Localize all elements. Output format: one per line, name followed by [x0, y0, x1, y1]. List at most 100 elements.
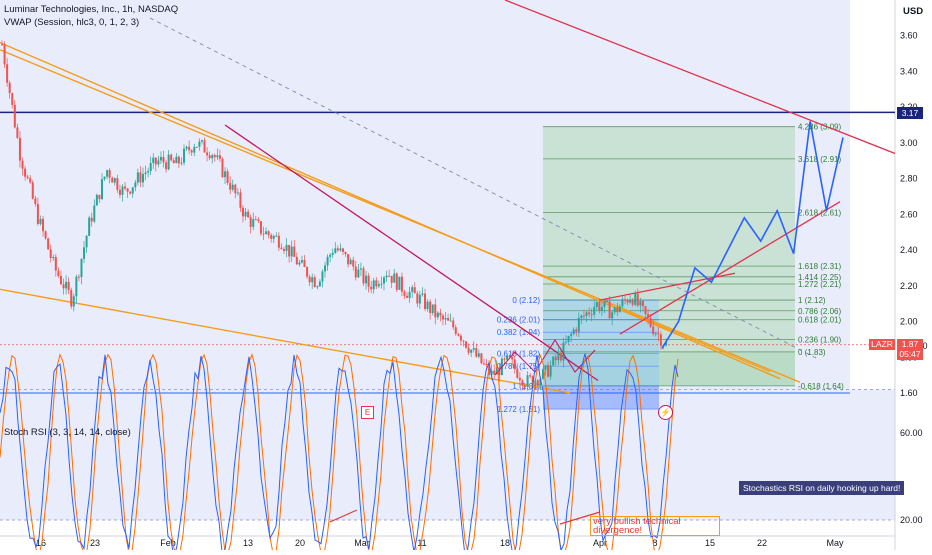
fib-level-label: 0.236 (1.90): [798, 335, 841, 344]
time-tick-label: 23: [90, 538, 100, 548]
earnings-marker[interactable]: E: [361, 406, 374, 419]
lightning-marker[interactable]: ⚡: [658, 405, 673, 420]
candle-body: [495, 367, 498, 375]
candle-body: [508, 355, 511, 358]
candle-body: [344, 251, 347, 255]
candle-body: [275, 235, 278, 237]
candle-body: [44, 231, 47, 239]
candle-body: [408, 291, 411, 298]
candle-body: [559, 352, 562, 361]
projection-path: [661, 121, 844, 349]
candle-body: [183, 148, 186, 163]
candle-body: [641, 301, 644, 307]
candle-body: [213, 155, 216, 158]
candle-body: [531, 376, 534, 386]
candle-body: [16, 127, 19, 138]
orange-trendline-upper-2: [0, 49, 801, 383]
fib-level-label: 1.414 (2.25): [798, 273, 841, 282]
candle-body: [521, 380, 524, 386]
candle-body: [452, 320, 455, 328]
candle-body: [562, 342, 565, 361]
candle-body: [306, 266, 309, 277]
fib-level-label: 2.618 (2.61): [798, 208, 841, 217]
vwap-indicator-label[interactable]: VWAP (Session, hlc3, 0, 1, 2, 3): [4, 17, 140, 28]
candle-body: [75, 276, 78, 297]
candle-body: [623, 299, 626, 301]
candle-body: [334, 248, 337, 253]
pattern-zigzag: [494, 339, 596, 376]
candle-body: [426, 301, 429, 309]
candle-body: [431, 304, 434, 314]
fib-level-label: 1 (2.12): [798, 296, 826, 305]
candle-body: [267, 231, 270, 236]
candle-body: [65, 281, 68, 289]
fib-level-label: 1.272 (2.21): [798, 280, 841, 289]
red-resistance-trendline: [504, 0, 896, 155]
candle-body: [285, 244, 288, 251]
price-tick-label: 3.40: [900, 66, 918, 76]
candle-body: [72, 296, 75, 307]
candle-body: [400, 276, 403, 292]
time-tick-label: 18: [500, 538, 510, 548]
price-tick-label: 2.40: [900, 245, 918, 255]
candle-body: [636, 293, 639, 306]
candle-body: [565, 341, 568, 343]
candle-body: [616, 307, 619, 313]
stoch-rsi-label[interactable]: Stoch RSI (3, 3, 14, 14, close): [4, 427, 131, 438]
candle-body: [229, 182, 232, 190]
candle-body: [511, 357, 514, 360]
candle-body: [98, 194, 101, 200]
candle-body: [416, 293, 419, 304]
candle-body: [277, 235, 280, 248]
candle-body: [239, 192, 242, 208]
candle-body: [249, 217, 252, 227]
candle-body: [598, 302, 601, 311]
candle-body: [83, 247, 86, 259]
candle-body: [34, 198, 37, 205]
candle-body: [175, 156, 178, 164]
candle-body: [31, 182, 34, 199]
candle-body: [318, 281, 321, 287]
candle-body: [424, 293, 427, 309]
candle-body: [67, 281, 70, 291]
candle-body: [226, 171, 229, 183]
candle-body: [649, 317, 652, 327]
rsi-tick-label: 20.00: [900, 515, 923, 525]
candle-body: [62, 284, 65, 289]
candle-body: [252, 219, 255, 227]
candle-body: [485, 363, 488, 365]
candle-body: [547, 365, 550, 377]
stoch-rsi-k-line: [0, 353, 679, 555]
candle-body: [588, 312, 591, 315]
rsi-annotation: Stochastics RSI on daily hooking up hard…: [739, 481, 905, 495]
candle-body: [259, 221, 262, 234]
candle-body: [593, 307, 596, 315]
candle-body: [270, 235, 273, 239]
candle-body: [475, 348, 478, 357]
time-tick-label: 20: [295, 538, 305, 548]
time-tick-label: 11: [417, 538, 426, 548]
candle-body: [462, 340, 465, 342]
candle-body: [24, 168, 27, 177]
candle-body: [331, 252, 334, 255]
candle-body: [47, 238, 50, 250]
time-tick-label: 15: [705, 538, 715, 548]
candle-body: [411, 287, 414, 292]
candle-body: [398, 276, 401, 290]
candle-body: [280, 247, 283, 249]
candle-body: [288, 244, 291, 257]
candle-body: [516, 368, 519, 378]
candle-body: [11, 93, 14, 105]
candle-body: [203, 140, 206, 153]
candle-body: [418, 294, 421, 304]
candle-body: [526, 375, 529, 387]
candle-body: [608, 301, 611, 319]
rsi-divergence-line: [559, 511, 601, 525]
time-tick-label: 8: [652, 538, 657, 548]
candle-body: [272, 235, 275, 239]
price-tick-label: 2.60: [900, 209, 918, 219]
candle-body: [359, 268, 362, 270]
candle-body: [539, 378, 542, 386]
